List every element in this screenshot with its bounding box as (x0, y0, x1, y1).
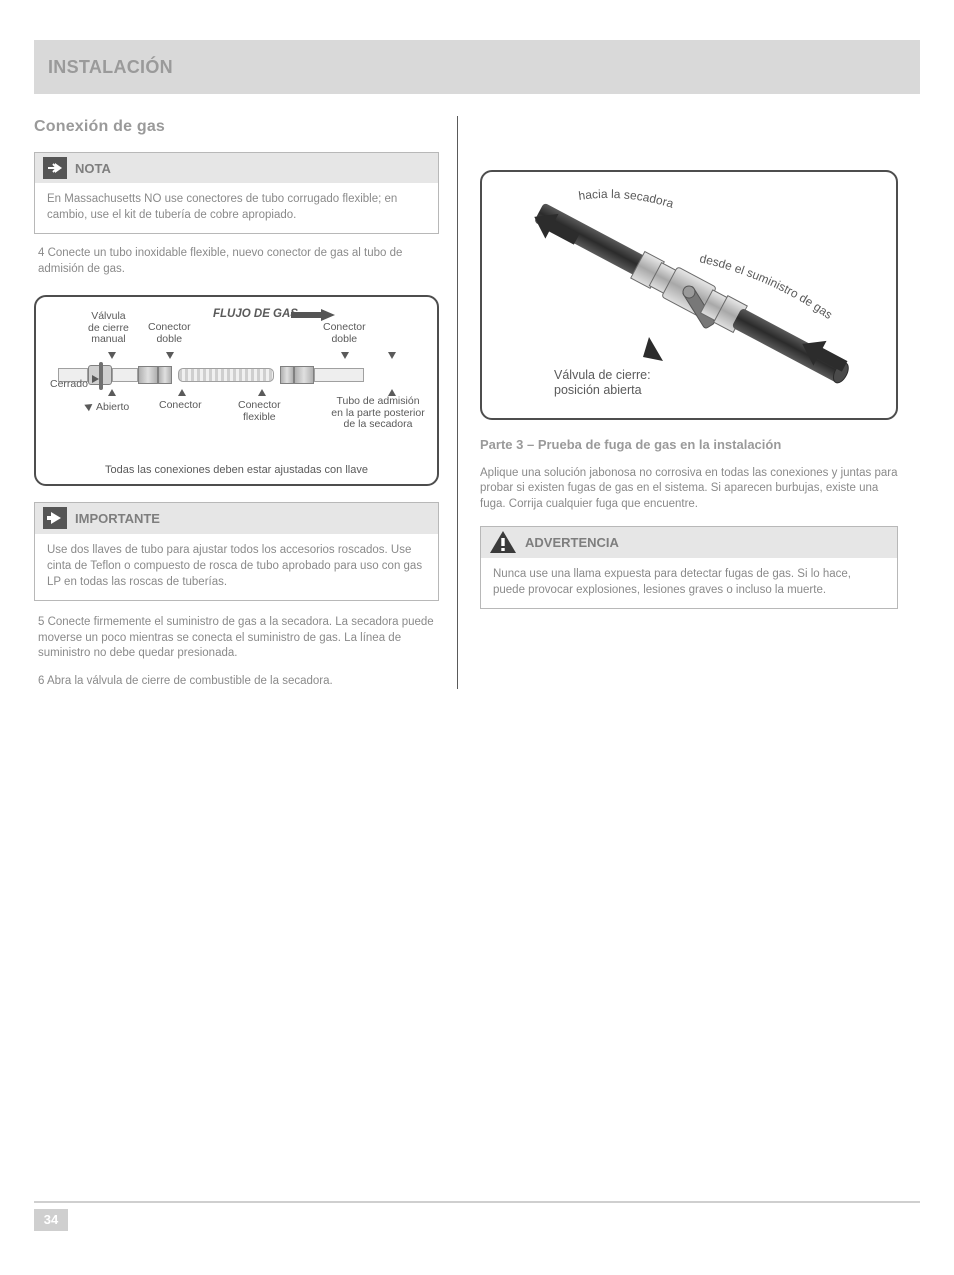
label-tubo-admision: Tubo de admisión en la parte posterior d… (323, 396, 433, 431)
label-conector: Conector (159, 400, 202, 412)
important-callout: IMPORTANTE (34, 502, 439, 534)
note-head: NOTA (75, 153, 119, 184)
pointer-icon (388, 352, 396, 359)
note-callout: NOTA (34, 152, 439, 184)
pointer-icon (84, 401, 94, 412)
pipe-assembly (58, 365, 364, 385)
flare-connector (294, 366, 314, 384)
arrow-right-icon (35, 503, 75, 534)
valve-svg: hacia la secadora desde el suministro de… (494, 182, 884, 412)
page-number: 34 (34, 1209, 68, 1231)
pointer-icon (258, 389, 266, 396)
arrow-right-icon (35, 153, 75, 184)
label-conector-doble-2: Conector doble (323, 322, 366, 345)
curved-label-to-dryer: hacia la secadora (578, 187, 676, 211)
pointer-icon (341, 352, 349, 359)
warning-head: ADVERTENCIA (525, 527, 627, 558)
flexible-connector (178, 368, 274, 382)
important-head: IMPORTANTE (75, 503, 168, 534)
important-body: Use dos llaves de tubo para ajustar todo… (34, 534, 439, 601)
pointer-icon (108, 389, 116, 396)
leak-test-text: Aplique una solución jabonosa no corrosi… (480, 466, 898, 513)
warning-icon (481, 527, 525, 558)
svg-text:hacia la secadora: hacia la secadora (578, 187, 676, 211)
warning-callout: ADVERTENCIA (480, 526, 898, 558)
label-conector-flexible: Conector flexible (238, 400, 281, 423)
step-5: 5 Conecte firmemente el suministro de ga… (34, 615, 439, 662)
label-abierto: Abierto (96, 402, 129, 414)
flare-connector (280, 366, 294, 384)
part3-title: Parte 3 – Prueba de fuga de gas en la in… (480, 436, 898, 454)
label-conector-doble-1: Conector doble (148, 322, 191, 345)
pointer-icon (166, 352, 174, 359)
label-cerrado: Cerrado (50, 379, 88, 391)
figure-gas-flow-box: FLUJO DE GAS Válvula de cierre manual Co… (34, 295, 439, 486)
flare-connector (158, 366, 172, 384)
valve-handle (99, 362, 103, 390)
figure-valve-box: hacia la secadora desde el suministro de… (480, 170, 898, 420)
pipe-segment (112, 368, 138, 382)
flow-label: FLUJO DE GAS (213, 307, 298, 323)
pipe-segment (314, 368, 364, 382)
figure-gas-flow: FLUJO DE GAS Válvula de cierre manual Co… (48, 307, 425, 457)
content-columns: Conexión de gas NOTA En Massachusetts NO… (34, 116, 920, 689)
section-title-gas-connection: Conexión de gas (34, 116, 439, 138)
warning-body: Nunca use una llama expuesta para detect… (480, 558, 898, 609)
flare-connector (138, 366, 158, 384)
pointer-icon (178, 389, 186, 396)
header-bar: INSTALACIÓN (34, 40, 920, 94)
label-valvula-cierre-manual: Válvula de cierre manual (88, 311, 129, 346)
page-footer: 34 (34, 1201, 920, 1231)
left-column: Conexión de gas NOTA En Massachusetts NO… (34, 116, 457, 689)
figure-note: Todas las conexiones deben estar ajustad… (48, 463, 425, 478)
pointer-icon (108, 352, 116, 359)
valve-position-label: Válvula de cierre: posición abierta (554, 368, 651, 398)
figure-valve-illustration: hacia la secadora desde el suministro de… (494, 182, 884, 412)
pointer-icon (92, 375, 99, 383)
step-4: 4 Conecte un tubo inoxidable flexible, n… (34, 246, 439, 277)
page-title: INSTALACIÓN (48, 55, 173, 79)
step-6: 6 Abra la válvula de cierre de combustib… (34, 674, 439, 690)
right-column: hacia la secadora desde el suministro de… (458, 116, 898, 689)
note-body: En Massachusetts NO use conectores de tu… (34, 183, 439, 234)
